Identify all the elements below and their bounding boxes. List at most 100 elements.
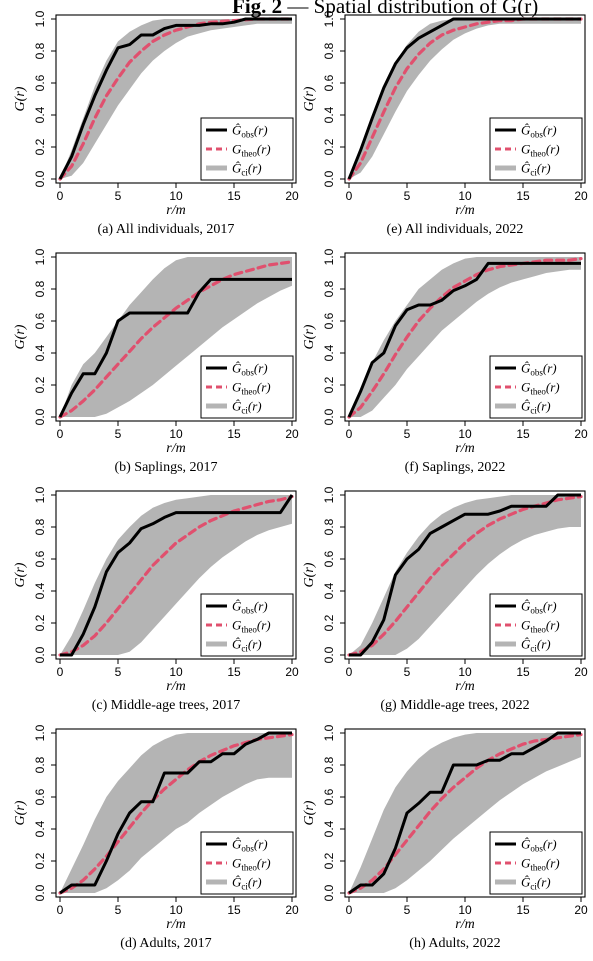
- chart-panel: 0.0 0.2 0.4 0.6 0.8 1.0 0 5 10 15 20 r/m G(r) (b) Sap…: [13, 248, 299, 475]
- chart-panel: 0.0 0.2 0.4 0.6 0.8 1.0 0 5 10 15 20 r/m G(r) (a) All…: [13, 10, 299, 237]
- x-tick-label: 10: [458, 189, 472, 203]
- y-tick-label: 0.0: [33, 170, 47, 187]
- x-tick-label: 10: [169, 189, 183, 203]
- y-tick-label: 0.4: [322, 344, 336, 361]
- y-tick-label: 0.8: [33, 280, 47, 297]
- panel-caption: (a) All individuals, 2017: [98, 222, 235, 237]
- y-tick-label: 0.2: [33, 852, 47, 869]
- envelope-band: [349, 19, 581, 179]
- y-axis-title: G(r): [13, 324, 28, 349]
- y-tick-label: 0.4: [322, 582, 336, 599]
- y-tick-label: 0.6: [322, 788, 336, 805]
- figure-number: Fig. 2: [232, 0, 283, 18]
- x-tick-label: 0: [57, 903, 64, 917]
- x-tick-label: 20: [574, 903, 588, 917]
- legend-label: Gtheo(r): [521, 618, 560, 635]
- x-tick-label: 5: [404, 903, 411, 917]
- figure-title: Fig. 2 — Spatial distribution of G(r): [232, 0, 538, 19]
- y-tick-label: 0.2: [33, 614, 47, 631]
- y-tick-label: 1.0: [322, 10, 336, 27]
- envelope-band: [60, 19, 292, 179]
- y-tick-label: 0.8: [33, 518, 47, 535]
- y-tick-label: 0.0: [33, 408, 47, 425]
- x-tick-label: 0: [57, 427, 64, 441]
- y-tick-label: 0.4: [322, 106, 336, 123]
- chart-panel: 0.0 0.2 0.4 0.6 0.8 1.0 0 5 10 15 20 r/m G(r) (f) Sap…: [302, 248, 588, 475]
- legend-label: Ĝci(r): [521, 637, 551, 654]
- theoretical-line: [58, 260, 294, 419]
- legend-label: Gtheo(r): [521, 856, 560, 873]
- theoretical-line: [347, 495, 583, 657]
- legend-label: Gtheo(r): [232, 856, 271, 873]
- x-axis-title: r/m: [166, 203, 185, 218]
- chart-panel: 0.0 0.2 0.4 0.6 0.8 1.0 0 5 10 15 20 r/m G(r) (d) Adu…: [13, 724, 299, 951]
- legend-label: Ĝobs(r): [521, 837, 557, 854]
- x-axis-title: r/m: [455, 679, 474, 694]
- y-tick-label: 1.0: [322, 486, 336, 503]
- x-tick-label: 5: [404, 665, 411, 679]
- legend-label: Ĝci(r): [521, 399, 551, 416]
- y-tick-label: 0.0: [33, 646, 47, 663]
- x-tick-label: 20: [574, 427, 588, 441]
- x-tick-label: 20: [574, 665, 588, 679]
- theoretical-line: [58, 495, 294, 657]
- x-axis-title: r/m: [166, 679, 185, 694]
- legend-label: Ĝci(r): [521, 161, 551, 178]
- chart-panel: 0.0 0.2 0.4 0.6 0.8 1.0 0 5 10 15 20 r/m G(r) (c) Mid…: [13, 486, 299, 713]
- panel-caption: (d) Adults, 2017: [120, 936, 211, 951]
- y-tick-label: 0.6: [322, 312, 336, 329]
- x-tick-label: 10: [458, 903, 472, 917]
- legend-label: Ĝobs(r): [521, 361, 557, 378]
- legend-label: Ĝobs(r): [232, 361, 268, 378]
- y-tick-label: 0.6: [33, 74, 47, 91]
- y-tick-label: 0.4: [33, 582, 47, 599]
- legend-label: Ĝci(r): [521, 875, 551, 892]
- y-axis-title: G(r): [13, 800, 28, 825]
- chart-panel: 0.0 0.2 0.4 0.6 0.8 1.0 0 5 10 15 20 r/m G(r) (g) Mid…: [302, 486, 588, 713]
- y-tick-label: 0.2: [322, 138, 336, 155]
- x-tick-label: 10: [458, 665, 472, 679]
- x-tick-label: 15: [516, 903, 530, 917]
- x-tick-label: 20: [285, 427, 299, 441]
- x-tick-label: 5: [115, 189, 122, 203]
- legend-label: Ĝobs(r): [232, 123, 268, 140]
- y-tick-label: 0.8: [322, 280, 336, 297]
- y-tick-label: 0.4: [322, 820, 336, 837]
- y-tick-label: 1.0: [322, 248, 336, 265]
- panel-caption: (f) Saplings, 2022: [405, 460, 506, 475]
- x-tick-label: 10: [169, 427, 183, 441]
- x-tick-label: 5: [404, 427, 411, 441]
- observed-line: [347, 17, 581, 180]
- x-axis-title: r/m: [166, 917, 185, 932]
- x-tick-label: 0: [346, 427, 353, 441]
- y-axis-title: G(r): [13, 562, 28, 587]
- y-tick-label: 0.6: [322, 74, 336, 91]
- legend-label: Gtheo(r): [521, 142, 560, 159]
- x-tick-label: 0: [57, 189, 64, 203]
- chart-panel: 0.0 0.2 0.4 0.6 0.8 1.0 0 5 10 15 20 r/m G(r) (e) All…: [302, 10, 588, 237]
- x-tick-label: 10: [169, 903, 183, 917]
- y-axis-title: G(r): [302, 562, 317, 587]
- y-tick-label: 0.0: [322, 408, 336, 425]
- y-tick-label: 1.0: [33, 486, 47, 503]
- y-tick-label: 0.2: [33, 138, 47, 155]
- y-tick-label: 0.0: [33, 884, 47, 901]
- y-axis-title: G(r): [302, 800, 317, 825]
- y-tick-label: 1.0: [33, 248, 47, 265]
- observed-line: [348, 731, 581, 895]
- x-axis-title: r/m: [455, 441, 474, 456]
- x-tick-label: 0: [57, 665, 64, 679]
- x-tick-label: 20: [285, 903, 299, 917]
- x-tick-label: 5: [404, 189, 411, 203]
- legend-label: Ĝci(r): [232, 399, 262, 416]
- panel-caption: (h) Adults, 2022: [409, 936, 500, 951]
- chart-panel: 0.0 0.2 0.4 0.6 0.8 1.0 0 5 10 15 20 r/m G(r) (h) Adu…: [302, 724, 588, 951]
- y-tick-label: 1.0: [33, 724, 47, 741]
- y-tick-label: 0.6: [33, 312, 47, 329]
- y-tick-label: 0.6: [322, 550, 336, 567]
- y-tick-label: 0.8: [322, 756, 336, 773]
- x-tick-label: 10: [458, 427, 472, 441]
- observed-line: [349, 493, 581, 657]
- y-tick-label: 0.0: [322, 170, 336, 187]
